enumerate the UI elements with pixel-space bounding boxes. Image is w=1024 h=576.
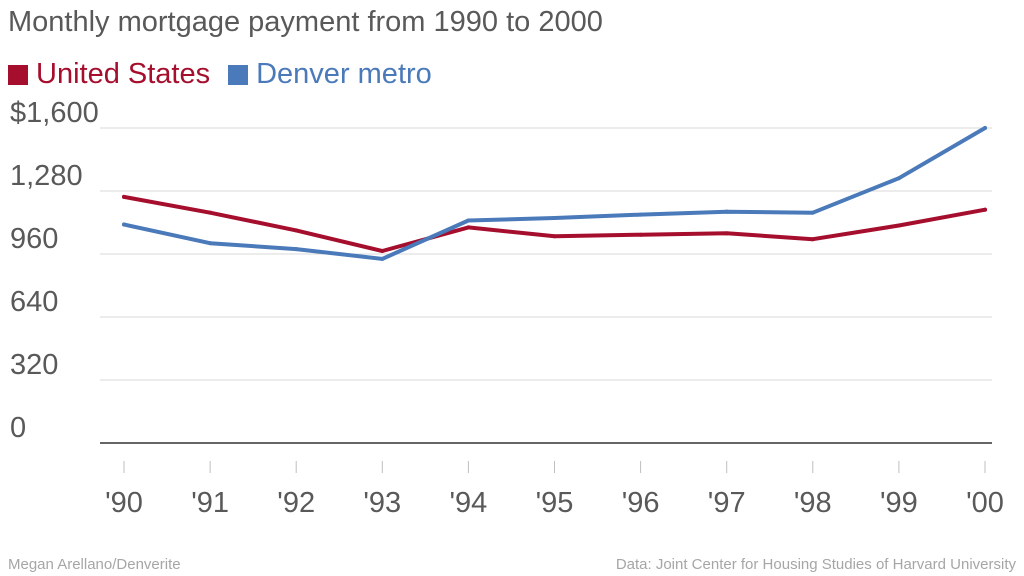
data-point-united-states <box>208 210 213 215</box>
data-point-united-states <box>552 234 557 239</box>
data-point-united-states <box>122 194 126 199</box>
data-point-denver-metro <box>724 209 729 214</box>
data-point-united-states <box>466 225 471 230</box>
x-tick-label: '99 <box>880 487 918 519</box>
legend-label-united-states: United States <box>36 58 211 90</box>
data-point-denver-metro <box>896 176 901 181</box>
y-tick-label: $1,600 <box>10 97 99 129</box>
data-point-denver-metro <box>294 247 299 252</box>
data-point-denver-metro <box>810 210 815 215</box>
data-point-united-states <box>294 228 299 233</box>
data-point-united-states <box>810 237 815 242</box>
x-tick-label: '95 <box>536 487 574 519</box>
x-tick-label: '00 <box>966 487 1004 519</box>
data-point-denver-metro <box>208 241 213 246</box>
source-text: Data: Joint Center for Housing Studies o… <box>615 556 1016 573</box>
data-point-united-states <box>724 231 729 236</box>
x-tick-label: '96 <box>622 487 660 519</box>
data-point-united-states <box>380 249 385 254</box>
data-point-denver-metro <box>380 256 385 261</box>
y-axis-tick-labels: 0 320 640 960 1,280 $1,600 <box>10 97 99 444</box>
legend-swatch-denver-metro <box>228 64 249 85</box>
series-line-denver-metro <box>122 126 987 261</box>
x-tick-label: '93 <box>363 487 401 519</box>
y-tick-label: 1,280 <box>10 160 83 192</box>
data-point-united-states <box>638 232 643 237</box>
x-tick-label: '97 <box>708 487 746 519</box>
chart-title: Monthly mortgage payment from 1990 to 20… <box>8 6 603 38</box>
data-point-denver-metro <box>552 215 557 220</box>
series-line-united-states <box>122 194 987 253</box>
data-point-denver-metro <box>638 212 643 217</box>
legend-swatch-united-states <box>8 64 28 85</box>
legend-label-denver-metro: Denver metro <box>256 58 432 90</box>
x-tick-label: '98 <box>794 487 832 519</box>
data-point-united-states <box>896 223 901 228</box>
gridlines <box>100 127 992 444</box>
x-tick-label: '94 <box>450 487 488 519</box>
series-lines <box>122 126 987 261</box>
x-tick-label: '90 <box>105 487 143 519</box>
legend-item-denver-metro: Denver metro <box>228 58 432 91</box>
y-tick-label: 640 <box>10 286 58 318</box>
data-point-denver-metro <box>122 222 126 227</box>
y-tick-label: 320 <box>10 349 58 381</box>
credit-text: Megan Arellano/Denverite <box>8 556 181 573</box>
y-tick-label: 960 <box>10 223 58 255</box>
legend: United States Denver metro <box>8 58 432 91</box>
x-tick-label: '91 <box>191 487 229 519</box>
legend-item-united-states: United States <box>8 58 210 91</box>
data-point-united-states <box>983 207 987 212</box>
y-tick-label: 0 <box>10 412 26 444</box>
x-axis: '90 '91 '92 '93 '94 '95 '96 '97 '98 '99 '00 <box>105 461 1004 519</box>
data-point-denver-metro <box>983 126 987 130</box>
data-point-denver-metro <box>466 218 471 223</box>
x-tick-label: '92 <box>277 487 315 519</box>
